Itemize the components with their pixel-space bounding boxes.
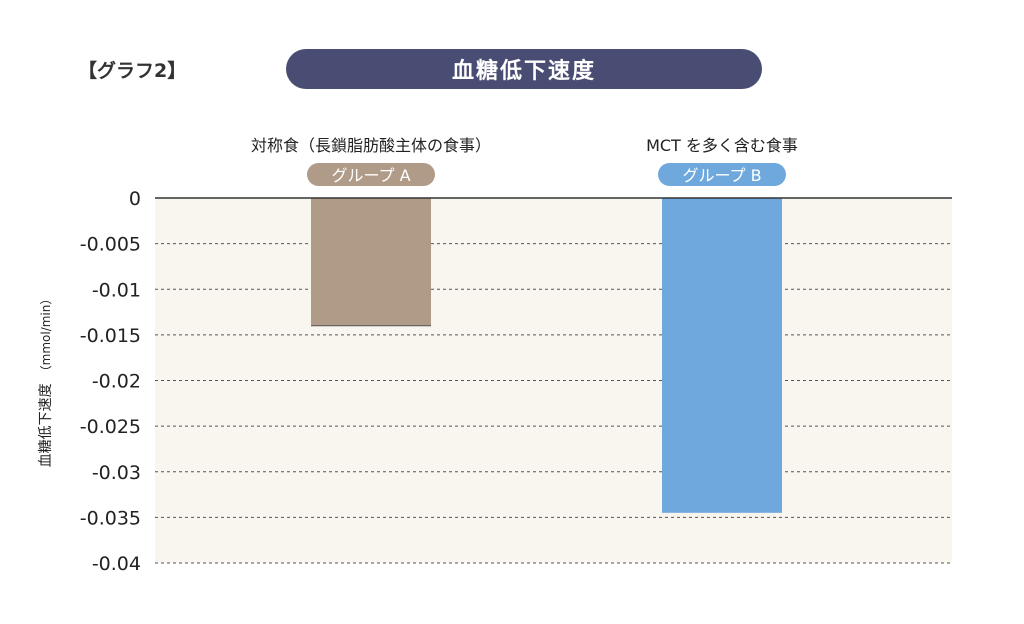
y-tick-label: -0.02 — [92, 371, 141, 393]
chart-title: 血糖低下速度 — [286, 49, 762, 89]
y-tick-label: -0.035 — [80, 507, 141, 529]
y-tick-label: -0.03 — [92, 462, 141, 484]
y-tick-label: -0.04 — [92, 553, 141, 575]
bar-group-b — [662, 198, 782, 513]
y-tick-label: -0.01 — [92, 279, 141, 301]
y-tick-label: -0.015 — [80, 325, 141, 347]
group-badge-label: グループ B — [682, 166, 761, 185]
group-badge — [307, 163, 435, 186]
category-description: 対称食（長鎖脂肪酸主体の食事） — [251, 136, 491, 155]
group-badge-label: グループ A — [331, 166, 410, 185]
group-badge — [658, 163, 786, 186]
category-description: MCT を多く含む食事 — [646, 136, 798, 155]
graph-number-label: 【グラフ2】 — [78, 60, 187, 82]
y-tick-label: 0 — [129, 188, 141, 210]
y-tick-label: -0.025 — [80, 416, 141, 438]
y-tick-label: -0.005 — [80, 234, 141, 256]
bar-group-a — [311, 198, 431, 326]
